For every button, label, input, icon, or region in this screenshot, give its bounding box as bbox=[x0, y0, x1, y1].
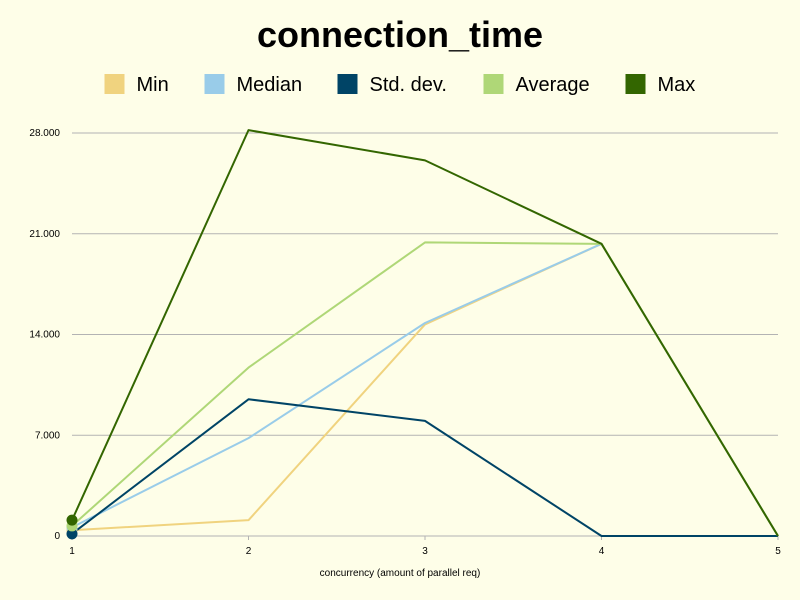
legend-swatch bbox=[483, 74, 504, 94]
x-axis-label: concurrency (amount of parallel req) bbox=[320, 568, 481, 579]
chart-title: connection_time bbox=[257, 14, 543, 55]
legend-item: Median bbox=[204, 74, 303, 96]
x-tick-label: 4 bbox=[599, 546, 605, 557]
legend-label: Max bbox=[658, 74, 696, 96]
legend-label: Min bbox=[137, 74, 169, 96]
y-tick-label: 7.000 bbox=[35, 430, 60, 441]
y-tick-label: 21.000 bbox=[29, 229, 60, 240]
legend-swatch bbox=[625, 74, 646, 94]
x-tick-label: 1 bbox=[69, 546, 75, 557]
plot-area bbox=[66, 129, 779, 540]
x-axis-ticks: 1 2 3 4 5 bbox=[69, 536, 781, 557]
gridlines bbox=[72, 132, 778, 537]
series-line-max bbox=[71, 129, 779, 537]
y-axis-ticks: 0 7.000 14.000 21.000 28.000 bbox=[29, 128, 60, 542]
legend-label: Average bbox=[516, 74, 590, 96]
legend-item: Max bbox=[625, 74, 696, 96]
legend-item: Min bbox=[104, 74, 169, 96]
legend-swatch bbox=[104, 74, 125, 94]
legend-item: Average bbox=[483, 74, 590, 96]
legend-swatch bbox=[337, 74, 358, 94]
series-line-std-dev bbox=[71, 398, 778, 537]
legend: Min Median Std. dev. Average Max bbox=[104, 74, 696, 96]
legend-label: Std. dev. bbox=[370, 74, 447, 96]
data-point bbox=[66, 528, 78, 540]
legend-label: Median bbox=[237, 74, 303, 96]
y-tick-label: 14.000 bbox=[29, 330, 60, 341]
legend-item: Std. dev. bbox=[337, 74, 447, 96]
x-tick-label: 2 bbox=[246, 546, 252, 557]
x-tick-label: 3 bbox=[422, 546, 428, 557]
y-tick-label: 28.000 bbox=[29, 128, 60, 139]
legend-swatch bbox=[204, 74, 225, 94]
data-point bbox=[66, 514, 78, 526]
x-tick-label: 5 bbox=[775, 546, 781, 557]
y-tick-label: 0 bbox=[54, 531, 60, 542]
